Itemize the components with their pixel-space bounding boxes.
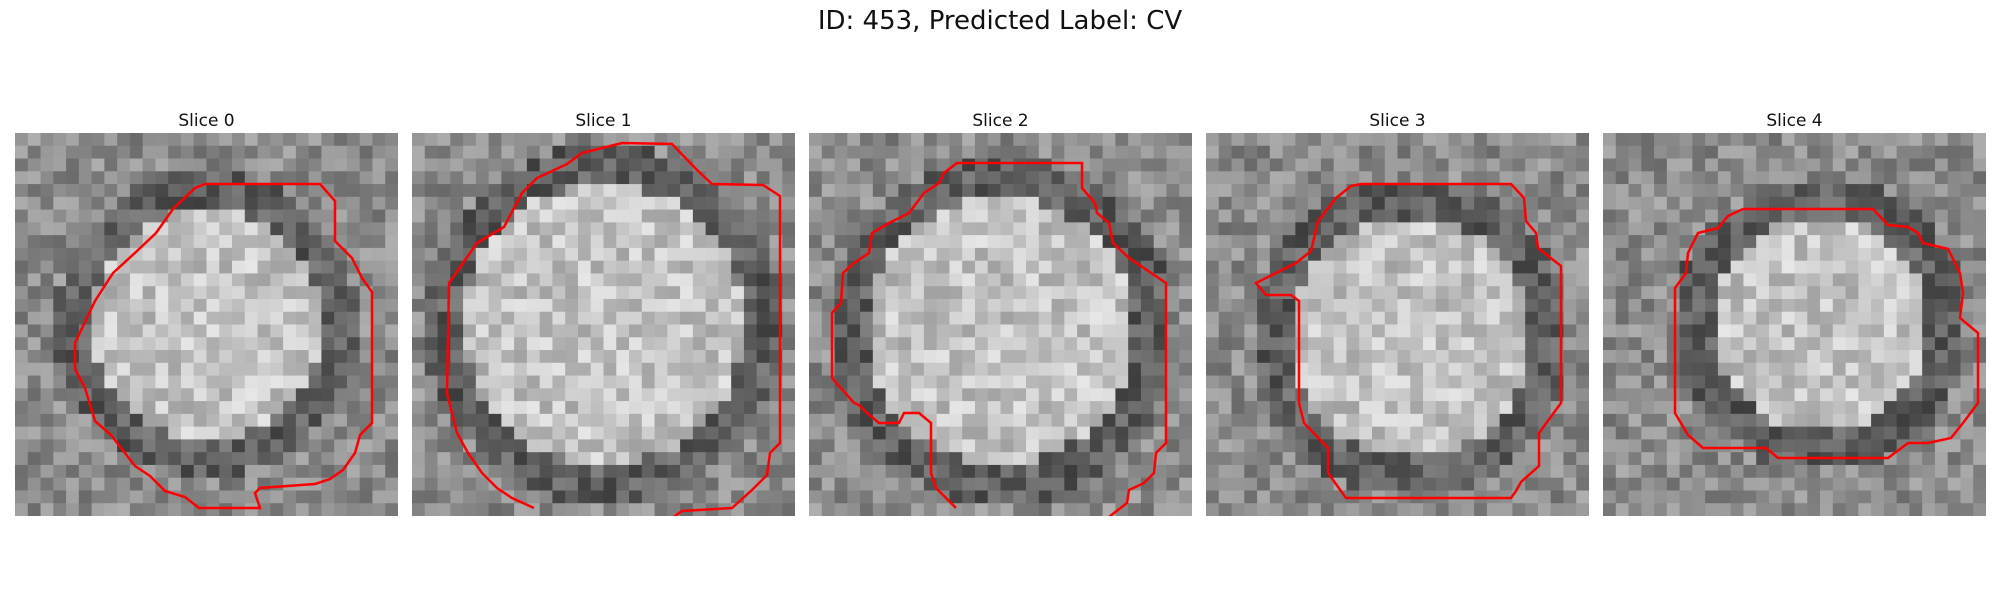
figure-title: ID: 453, Predicted Label: CV xyxy=(817,6,1183,36)
segmentation-contour xyxy=(1673,207,1980,460)
slice-title: Slice 0 xyxy=(178,111,235,131)
slice-image-1 xyxy=(412,133,795,516)
slice-image-0 xyxy=(15,133,398,516)
segmentation-contour xyxy=(1254,182,1563,500)
grayscale-texture xyxy=(412,133,795,516)
slice-title: Slice 3 xyxy=(1369,111,1426,131)
slice-image-3 xyxy=(1206,133,1589,516)
segmentation-contour xyxy=(73,182,374,510)
slice-image-2 xyxy=(809,133,1192,516)
slice-image-4 xyxy=(1603,133,1986,516)
segmentation-contour xyxy=(830,161,1168,516)
slice-panel-1: Slice 1 xyxy=(412,109,795,516)
slice-panel-2: Slice 2 xyxy=(809,109,1192,516)
grayscale-texture xyxy=(1603,133,1986,516)
grayscale-texture xyxy=(809,133,1192,516)
slice-panel-0: Slice 0 xyxy=(15,109,398,516)
slice-title: Slice 1 xyxy=(575,111,632,131)
slice-title: Slice 2 xyxy=(972,111,1029,131)
grayscale-texture xyxy=(1206,133,1589,516)
slice-panel-4: Slice 4 xyxy=(1603,109,1986,516)
slice-title: Slice 4 xyxy=(1766,111,1823,131)
grayscale-texture xyxy=(15,133,398,516)
segmentation-contour xyxy=(445,141,782,516)
slice-panel-3: Slice 3 xyxy=(1206,109,1589,516)
